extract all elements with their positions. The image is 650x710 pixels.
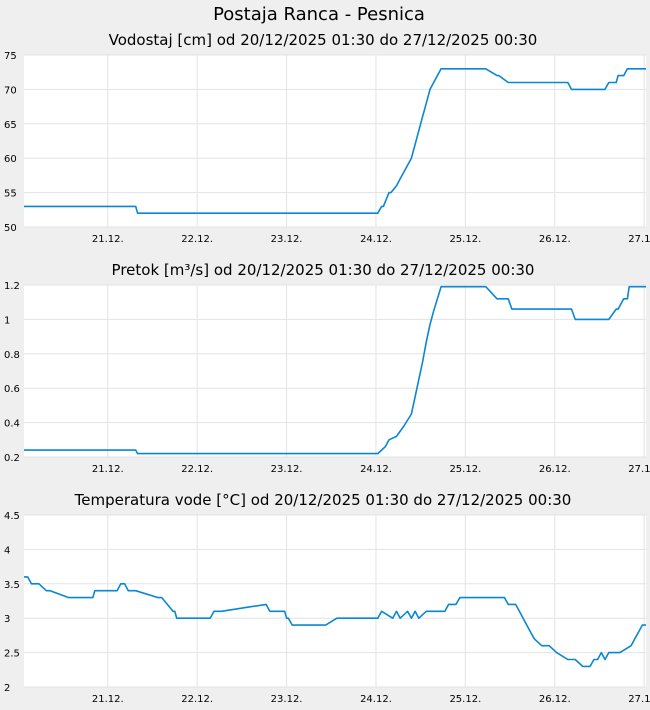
- y-tick-label: 1: [4, 315, 10, 326]
- y-tick-label: 2.5: [4, 649, 20, 660]
- x-tick-label: 22.12.: [181, 694, 213, 705]
- plot-area: [24, 55, 646, 227]
- y-tick-label: 0.8: [4, 350, 20, 361]
- chart-title: Vodostaj [cm] od 20/12/2025 01:30 do 27/…: [109, 31, 538, 49]
- y-tick-label: 70: [4, 85, 17, 96]
- y-tick-label: 3: [4, 614, 10, 625]
- chart-panel-3: Temperatura vode [°C] od 20/12/2025 01:3…: [4, 491, 650, 705]
- x-tick-label: 26.12.: [539, 464, 571, 475]
- y-tick-label: 3.5: [4, 580, 20, 591]
- x-tick-label: 23.12.: [271, 234, 303, 245]
- x-tick-label: 25.12.: [449, 464, 481, 475]
- y-tick-label: 65: [4, 120, 17, 131]
- y-tick-label: 75: [4, 51, 17, 62]
- x-tick-label: 27.12.: [628, 694, 650, 705]
- x-tick-label: 22.12.: [181, 234, 213, 245]
- y-tick-label: 2: [4, 683, 10, 694]
- x-tick-label: 26.12.: [539, 694, 571, 705]
- y-tick-label: 1.2: [4, 281, 20, 292]
- x-tick-label: 22.12.: [181, 464, 213, 475]
- y-tick-label: 4: [4, 545, 10, 556]
- x-tick-label: 26.12.: [539, 234, 571, 245]
- x-tick-label: 21.12.: [92, 464, 124, 475]
- plot-area: [24, 515, 646, 687]
- series-line: [24, 576, 646, 668]
- y-tick-label: 4.5: [4, 511, 20, 522]
- chart-title: Temperatura vode [°C] od 20/12/2025 01:3…: [74, 491, 572, 509]
- x-tick-label: 27.12.: [628, 234, 650, 245]
- y-tick-label: 0.4: [4, 419, 20, 430]
- x-tick-label: 23.12.: [271, 694, 303, 705]
- x-tick-label: 25.12.: [449, 234, 481, 245]
- chart-panel-2: Pretok [m³/s] od 20/12/2025 01:30 do 27/…: [4, 261, 650, 475]
- x-tick-label: 25.12.: [449, 694, 481, 705]
- page-title: Postaja Ranca - Pesnica: [213, 4, 425, 25]
- series-line: [24, 285, 646, 455]
- y-tick-label: 0.6: [4, 384, 20, 395]
- chart-panel-1: Vodostaj [cm] od 20/12/2025 01:30 do 27/…: [4, 31, 650, 245]
- y-tick-label: 0.2: [4, 453, 20, 464]
- y-tick-label: 50: [4, 223, 17, 234]
- x-tick-label: 24.12.: [360, 464, 392, 475]
- y-tick-label: 60: [4, 154, 17, 165]
- x-tick-label: 21.12.: [92, 694, 124, 705]
- y-tick-label: 55: [4, 189, 17, 200]
- x-tick-label: 24.12.: [360, 694, 392, 705]
- series-line: [24, 68, 646, 214]
- x-tick-label: 21.12.: [92, 234, 124, 245]
- plot-area: [24, 285, 646, 457]
- x-tick-label: 23.12.: [271, 464, 303, 475]
- chart-title: Pretok [m³/s] od 20/12/2025 01:30 do 27/…: [112, 261, 535, 279]
- x-tick-label: 27.12.: [628, 464, 650, 475]
- x-tick-label: 24.12.: [360, 234, 392, 245]
